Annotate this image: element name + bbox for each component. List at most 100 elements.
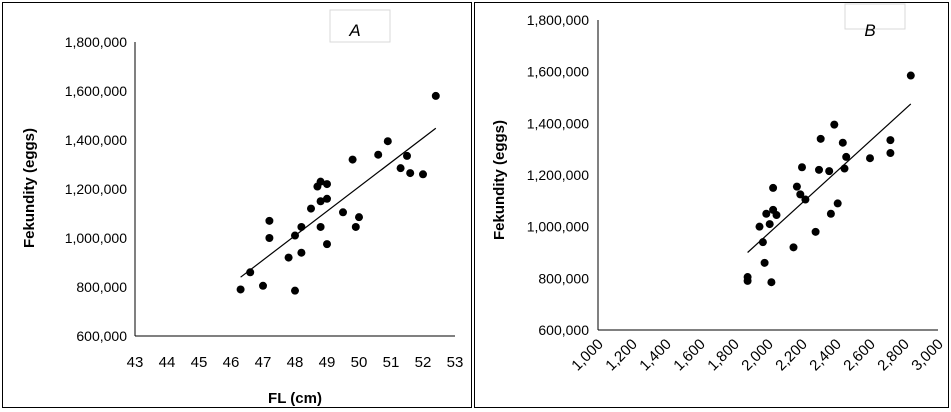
panel-b-label-box <box>844 3 906 30</box>
panel-b-frame <box>474 2 949 408</box>
panel-b-data-point <box>758 238 767 247</box>
panel-a-data-point <box>291 231 299 240</box>
panel-a-y-axis-title: Fekundity (eggs) <box>21 128 38 248</box>
panel-a-x-tick-label: 52 <box>415 354 432 371</box>
panel-b-data-point <box>816 134 825 143</box>
panel-a-data-point <box>403 151 411 160</box>
panel-a-data-point <box>323 180 331 189</box>
panel-b-y-axis-title: Fekundity (eggs) <box>491 120 508 240</box>
panel-b-x-tick-label: 2,000 <box>738 336 777 375</box>
panel-a-data-point <box>316 197 325 206</box>
panel-a-x-tick-label: 47 <box>255 354 272 371</box>
panel-a-data-point <box>355 213 363 222</box>
panel-b-data-point <box>886 149 895 158</box>
panel-b-x-tick-label: 3,000 <box>908 336 947 375</box>
panel-a-label-box <box>329 9 391 43</box>
panel-b-y-tick-label: 1,400,000 <box>527 115 589 131</box>
panel-b-data-point <box>842 152 851 161</box>
panel-a-data-point <box>236 285 245 294</box>
panel-a-data-point <box>374 150 383 159</box>
panel-a-data-point <box>307 204 315 213</box>
panel-b-x-tick-label: 1,400 <box>636 336 675 375</box>
panel-b-data-point <box>815 165 823 174</box>
panel-b-y-tick-label: 1,600,000 <box>527 64 589 80</box>
panel-b-data-point <box>830 120 839 129</box>
panel-a-data-point <box>297 248 306 257</box>
panel-b-x-tick-label: 2,800 <box>874 336 913 375</box>
panel-b-data-point <box>838 138 847 147</box>
panel-a-y-tick-label: 1,600,000 <box>65 83 127 99</box>
panel-a-x-tick-label: 48 <box>287 354 304 371</box>
panel-a-data-point <box>323 194 331 203</box>
panel-a-y-tick-label: 1,000,000 <box>65 230 127 246</box>
panel-a-x-tick-label: 51 <box>383 354 400 371</box>
panel-b-y-tick-label: 1,800,000 <box>527 12 589 28</box>
panel-b-y-tick-label: 1,200,000 <box>527 167 589 183</box>
panel-b-data-point <box>755 222 764 231</box>
panel-a-data-point <box>406 169 415 178</box>
panel-b-data-point <box>769 183 778 192</box>
panel-a-data-point <box>431 91 440 100</box>
panel-b-x-tick-label: 2,600 <box>840 336 879 375</box>
panel-a-y-tick-label: 1,800,000 <box>65 34 127 50</box>
panel-b-y-tick-label: 1,000,000 <box>527 219 589 235</box>
panel-b-x-tick-label: 1,600 <box>670 336 709 375</box>
panel-a-frame <box>2 2 472 408</box>
panel-b-x-tick-label: 1,800 <box>704 336 743 375</box>
panel-a-data-point <box>259 281 267 290</box>
panel-b-data-point <box>789 243 798 252</box>
panel-a-data-point <box>316 222 325 231</box>
panel-b-data-point <box>743 273 752 282</box>
panel-a-data-point <box>284 253 293 262</box>
panel-b-x-tick-label: 2,200 <box>772 336 811 375</box>
panel-a-x-tick-label: 44 <box>159 354 176 371</box>
panel-a-data-point <box>339 208 347 217</box>
panel-a-y-tick-label: 600,000 <box>76 328 127 344</box>
panel-a-letter: A <box>348 21 360 40</box>
panel-b-data-point <box>767 278 776 287</box>
panel-b-y-tick-label: 600,000 <box>538 322 589 338</box>
panel-b-x-tick-label: 1,200 <box>602 336 641 375</box>
panel-a-data-point <box>396 164 405 173</box>
panel-a-y-tick-label: 1,400,000 <box>65 132 127 148</box>
panel-b-data-point <box>906 71 915 80</box>
panel-b-data-point <box>840 164 849 173</box>
panel-a-data-point <box>351 222 360 231</box>
panel-a-y-tick-label: 800,000 <box>76 279 127 295</box>
panel-a-x-tick-label: 45 <box>191 354 208 371</box>
panel-b-data-point <box>801 195 810 204</box>
panel-a-data-point <box>265 216 274 225</box>
panel-b-data-point <box>765 220 774 229</box>
panel-b-data-point <box>826 209 835 218</box>
panel-a-data-point <box>419 170 427 179</box>
panel-a-x-tick-label: 53 <box>447 354 464 371</box>
panel-a-data-point <box>316 177 325 186</box>
panel-b-data-point <box>762 209 771 218</box>
panel-b-data-point <box>825 167 834 176</box>
panel-b-data-point <box>886 136 895 145</box>
panel-a-x-tick-label: 46 <box>223 354 240 371</box>
panel-a-trendline <box>240 127 437 278</box>
panel-b-x-tick-label: 2,400 <box>806 336 845 375</box>
panel-b-x-tick-label: 1,000 <box>568 336 607 375</box>
panel-a-y-tick-label: 1,200,000 <box>65 181 127 197</box>
panel-b-data-point <box>866 154 874 163</box>
panel-b-data-point <box>811 227 820 236</box>
panel-a-data-point <box>348 155 357 164</box>
panel-a-data-point <box>323 240 331 249</box>
panel-a-x-tick-label: 49 <box>319 354 336 371</box>
panel-a-data-point <box>265 234 274 242</box>
panel-b-data-point <box>772 211 781 220</box>
panel-a-x-axis-title: FL (cm) <box>268 390 322 407</box>
panel-b-data-point <box>833 199 842 208</box>
panel-b-letter: B <box>864 21 875 40</box>
panel-a-data-point <box>291 286 299 295</box>
panel-a-data-point <box>246 268 255 277</box>
panel-b-data-point <box>798 163 806 172</box>
panel-b-data-point <box>760 258 769 267</box>
panel-b-data-point <box>792 182 801 191</box>
panel-a-data-point <box>297 222 306 231</box>
panel-a-x-tick-label: 43 <box>127 354 144 371</box>
